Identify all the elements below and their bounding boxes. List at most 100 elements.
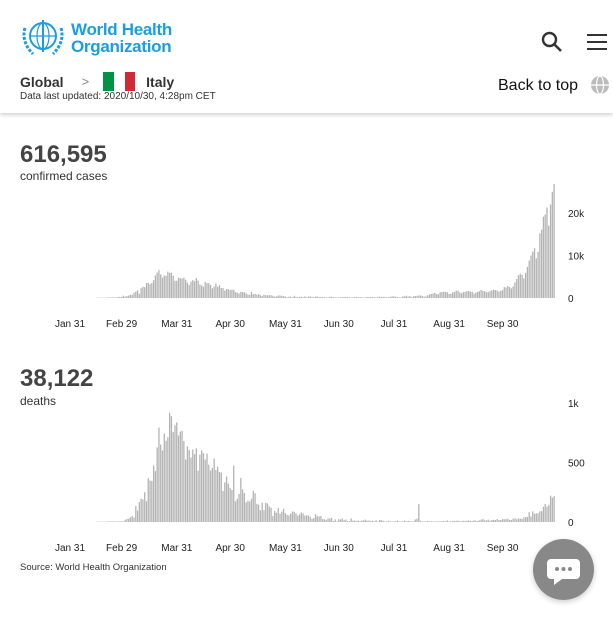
- bar: [313, 517, 315, 522]
- bar: [254, 493, 256, 522]
- bar: [466, 291, 468, 298]
- bar: [314, 296, 317, 298]
- bar: [510, 288, 513, 298]
- bar: [541, 511, 543, 522]
- bar: [151, 283, 153, 298]
- bar: [247, 294, 249, 298]
- bar: [368, 297, 370, 298]
- bar: [423, 296, 425, 298]
- logo-line-1: World Health: [71, 20, 172, 39]
- bar: [126, 518, 128, 522]
- bar: [314, 514, 317, 522]
- bar: [377, 521, 379, 522]
- bar: [471, 291, 473, 298]
- globe-icon[interactable]: [590, 75, 610, 100]
- bar: [469, 291, 472, 298]
- bar: [498, 291, 500, 298]
- bar: [154, 471, 157, 522]
- bar: [218, 472, 221, 522]
- bar: [393, 521, 395, 522]
- bar: [537, 513, 539, 522]
- bar: [434, 292, 436, 298]
- bar: [535, 258, 537, 298]
- bar: [168, 272, 171, 298]
- bar: [355, 521, 358, 522]
- bar: [448, 293, 450, 298]
- bar: [304, 296, 306, 298]
- bar: [464, 520, 466, 522]
- chat-button[interactable]: [533, 539, 594, 600]
- bar: [245, 293, 247, 298]
- bar: [282, 296, 285, 298]
- bar: [541, 229, 543, 298]
- bar: [284, 513, 286, 522]
- bar: [297, 515, 299, 522]
- bar: [112, 297, 114, 298]
- bar: [380, 520, 383, 522]
- bar: [186, 282, 189, 298]
- bar: [119, 521, 121, 522]
- bar: [460, 521, 463, 522]
- menu-icon[interactable]: [587, 33, 607, 56]
- confirmed-cases-label: confirmed cases: [20, 169, 108, 183]
- bar: [478, 520, 480, 522]
- bar: [291, 297, 294, 298]
- bar: [140, 288, 142, 298]
- bar: [491, 519, 493, 522]
- x-tick-label: Mar 31: [161, 543, 193, 554]
- bar: [316, 296, 319, 298]
- bar: [402, 296, 404, 298]
- back-to-top-link[interactable]: Back to top: [498, 77, 579, 94]
- breadcrumb-country: Italy: [146, 73, 175, 90]
- bar: [170, 416, 173, 522]
- bar: [382, 520, 384, 522]
- bar: [450, 521, 452, 522]
- bar: [435, 521, 438, 522]
- bar: [179, 278, 181, 298]
- bar: [124, 519, 126, 522]
- bar: [225, 476, 228, 522]
- bar: [238, 293, 240, 298]
- bar: [222, 491, 224, 522]
- bar: [476, 291, 479, 298]
- bar: [243, 493, 246, 522]
- bar: [339, 297, 342, 298]
- bar: [322, 519, 324, 522]
- bar: [419, 295, 422, 298]
- bar: [364, 519, 367, 522]
- bar: [411, 521, 413, 522]
- bar: [521, 518, 523, 522]
- bar: [318, 516, 320, 522]
- bar: [300, 512, 302, 522]
- bar: [110, 297, 112, 298]
- breadcrumb-global[interactable]: Global: [20, 73, 64, 90]
- bar: [496, 290, 498, 298]
- bar: [389, 296, 391, 298]
- who-logo[interactable]: World Health Organization: [19, 16, 172, 60]
- bar: [120, 296, 123, 298]
- bar: [156, 272, 158, 298]
- bar: [195, 448, 197, 522]
- bar: [199, 284, 201, 298]
- bar: [439, 521, 441, 522]
- bar: [387, 520, 390, 522]
- bar: [546, 207, 548, 298]
- search-icon[interactable]: [541, 31, 563, 58]
- bar: [396, 296, 399, 298]
- bar: [158, 270, 160, 298]
- bar: [124, 296, 126, 298]
- bar: [234, 292, 237, 298]
- bar: [126, 296, 128, 298]
- bar: [224, 482, 226, 522]
- bar: [147, 478, 149, 522]
- bar: [113, 297, 116, 298]
- bar: [453, 520, 456, 522]
- bar: [291, 511, 294, 522]
- bar: [186, 446, 189, 522]
- bar: [113, 521, 116, 522]
- bar: [323, 297, 326, 298]
- bar: [298, 296, 301, 298]
- bar: [519, 518, 521, 522]
- bar: [256, 294, 258, 298]
- bar: [455, 520, 457, 522]
